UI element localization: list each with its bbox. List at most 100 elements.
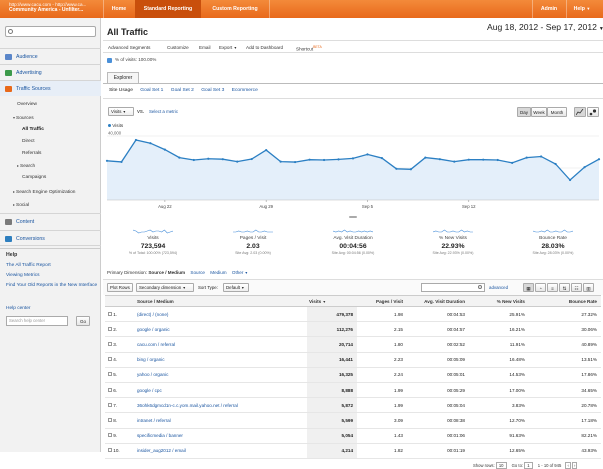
row-checkbox[interactable]	[108, 341, 112, 346]
comparison-view-icon[interactable]: ⇅	[559, 283, 570, 292]
column-header-new-visits[interactable]: % New Visits	[469, 295, 529, 307]
sidebar-item-all-traffic[interactable]: All Traffic	[22, 127, 44, 132]
bounce-rate-cell: 40.89%	[529, 336, 601, 353]
metric-select[interactable]: Visits ▼	[108, 107, 134, 116]
source-medium-link[interactable]: yahoo / organic	[137, 367, 307, 383]
pie-view-icon[interactable]: ◔	[535, 283, 546, 292]
source-medium-link[interactable]: 36ohk6dgmcd1n-c.c.yom.mail.yahoo.net / r…	[137, 397, 307, 414]
column-header-avg-visit-duration[interactable]: Avg. Visit Duration	[407, 295, 469, 307]
secondary-dimension-select[interactable]: Secondary dimension ▼	[136, 283, 194, 292]
table-row: 10. insider_aug2012 / email 4,214 1.82 00:01…	[105, 443, 601, 459]
shortcut-button[interactable]: ShortcutBETA	[296, 45, 322, 52]
dim-source-medium[interactable]: Source / Medium	[148, 270, 186, 275]
source-medium-link[interactable]: specificmedia / banner	[137, 428, 307, 444]
help-link[interactable]: The All Traffic Report	[6, 263, 51, 268]
help-link[interactable]: Find Your Old Reports in the New Interfa…	[6, 283, 98, 288]
add-to-dashboard-button[interactable]: Add to Dashboard	[246, 44, 284, 50]
period-week-button[interactable]: Week	[531, 107, 547, 117]
source-medium-link[interactable]: google / organic	[137, 321, 307, 338]
sidebar-item-social[interactable]: ▸Social	[13, 202, 29, 208]
source-medium-link[interactable]: intranet / referral	[137, 412, 307, 429]
source-medium-link[interactable]: cacu.com / referral	[137, 336, 307, 353]
column-header-visits[interactable]: Visits ▼	[307, 295, 357, 307]
sidebar-item-content[interactable]: Content	[0, 213, 101, 229]
help-center-link[interactable]: Help center	[6, 306, 31, 311]
row-checkbox[interactable]	[108, 326, 112, 331]
nav-custom-reporting[interactable]: Custom Reporting	[212, 6, 258, 12]
select-metric-link[interactable]: Select a metric	[149, 109, 179, 114]
prev-page-icon[interactable]: ‹	[565, 462, 571, 469]
subtab-goal-set-1[interactable]: Goal Set 1	[140, 88, 164, 93]
table-filter-input[interactable]	[421, 283, 485, 292]
column-header-bounce-rate[interactable]: Bounce Rate	[529, 295, 601, 307]
source-medium-link[interactable]: bing / organic	[137, 352, 307, 368]
subtab-goal-set-3[interactable]: Goal Set 3	[201, 88, 225, 93]
page-title: All Traffic	[107, 27, 149, 37]
next-page-icon[interactable]: ›	[572, 462, 578, 469]
sidebar-item-conversions[interactable]: Conversions	[0, 230, 101, 246]
nav-standard-reporting[interactable]: Standard Reporting	[135, 0, 201, 18]
period-month-button[interactable]: Month	[547, 107, 567, 117]
performance-view-icon[interactable]: ≡	[547, 283, 558, 292]
sidebar-item-campaigns[interactable]: Campaigns	[22, 175, 47, 180]
row-checkbox[interactable]	[108, 311, 112, 316]
row-checkbox[interactable]	[108, 417, 112, 422]
date-range-picker[interactable]: Aug 18, 2012 - Sep 17, 2012 ▼	[487, 22, 603, 32]
plot-rows-button[interactable]: Plot Rows	[107, 283, 133, 292]
sidebar-item-advertising[interactable]: Advertising	[0, 64, 101, 80]
help-search-input[interactable]: Search help center	[6, 316, 68, 326]
advanced-filter-link[interactable]: advanced	[489, 285, 509, 290]
tab-explorer[interactable]: Explorer	[107, 72, 139, 83]
row-checkbox[interactable]	[108, 387, 112, 392]
nav-home[interactable]: Home	[111, 6, 127, 12]
goto-page-input[interactable]: 1	[524, 462, 533, 469]
subtab-site-usage[interactable]: Site Usage	[109, 88, 133, 93]
line-chart-icon[interactable]	[574, 107, 586, 117]
term-cloud-view-icon[interactable]: ☷	[571, 283, 582, 292]
account-selector[interactable]: http://www.cacu.com - http://www.ca... C…	[9, 2, 101, 13]
row-checkbox[interactable]	[108, 433, 112, 438]
column-header-source-medium[interactable]: Source / Medium	[137, 295, 307, 307]
motion-chart-icon[interactable]	[587, 107, 599, 117]
source-medium-link[interactable]: (direct) / (none)	[137, 306, 307, 323]
table-view-icon[interactable]: ▦	[523, 283, 534, 292]
help-link[interactable]: Viewing Metrics	[6, 273, 40, 278]
subtab-bar: Site Usage Goal Set 1 Goal Set 2 Goal Se…	[109, 88, 264, 93]
subtab-ecommerce[interactable]: Ecommerce	[231, 88, 258, 93]
sidebar-item-overview[interactable]: Overview	[17, 102, 37, 107]
subtab-goal-set-2[interactable]: Goal Set 2	[170, 88, 194, 93]
sidebar-item-label: Traffic Sources	[16, 86, 51, 92]
column-header-pages-per-visit[interactable]: Pages / Visit	[357, 295, 407, 307]
export-button[interactable]: Export ▼	[219, 45, 237, 50]
sidebar-item-direct[interactable]: Direct	[22, 139, 35, 144]
report-search-input[interactable]	[5, 26, 96, 37]
help-go-button[interactable]: Go	[76, 316, 90, 326]
sidebar-item-traffic-sources[interactable]: Traffic Sources	[0, 80, 101, 96]
dim-medium[interactable]: Medium	[210, 270, 227, 275]
sidebar-item-audience[interactable]: Audience	[0, 48, 101, 64]
row-checkbox[interactable]	[108, 402, 112, 407]
row-checkbox[interactable]	[108, 357, 112, 362]
dim-source[interactable]: Source	[190, 270, 205, 275]
row-checkbox[interactable]	[108, 372, 112, 377]
nav-admin[interactable]: Admin	[540, 6, 558, 12]
row-number: 7.	[113, 402, 118, 408]
period-day-button[interactable]: Day	[517, 107, 531, 117]
advanced-segments-button[interactable]: Advanced Segments	[108, 44, 151, 50]
source-medium-link[interactable]: google / cpc	[137, 382, 307, 399]
sort-type-select[interactable]: Default ▼	[223, 283, 249, 292]
email-button[interactable]: Email	[199, 44, 211, 50]
sidebar-item-search[interactable]: ▸Search	[17, 163, 35, 169]
source-medium-link[interactable]: insider_aug2012 / email	[137, 443, 307, 459]
customize-button[interactable]: Customize	[167, 44, 189, 50]
flag-icon	[5, 236, 12, 242]
sidebar-item-referrals[interactable]: Referrals	[22, 151, 42, 156]
y-tick-label: 40,000	[108, 131, 122, 136]
sort-type-label: Sort Type:	[198, 285, 218, 290]
pivot-view-icon[interactable]: ▥	[583, 283, 594, 292]
nav-help[interactable]: Help ▼	[568, 0, 596, 18]
rows-per-page-select[interactable]: 10	[495, 462, 507, 469]
dim-other[interactable]: Other ▼	[232, 270, 248, 275]
sidebar-item-seo[interactable]: ▸Search Engine Optimization	[13, 189, 75, 195]
sidebar-item-sources[interactable]: ▾Sources	[13, 115, 34, 121]
